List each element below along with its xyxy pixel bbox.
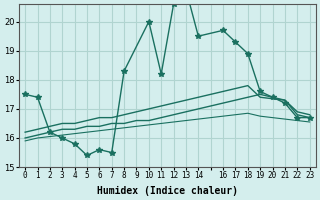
X-axis label: Humidex (Indice chaleur): Humidex (Indice chaleur) [97,186,238,196]
